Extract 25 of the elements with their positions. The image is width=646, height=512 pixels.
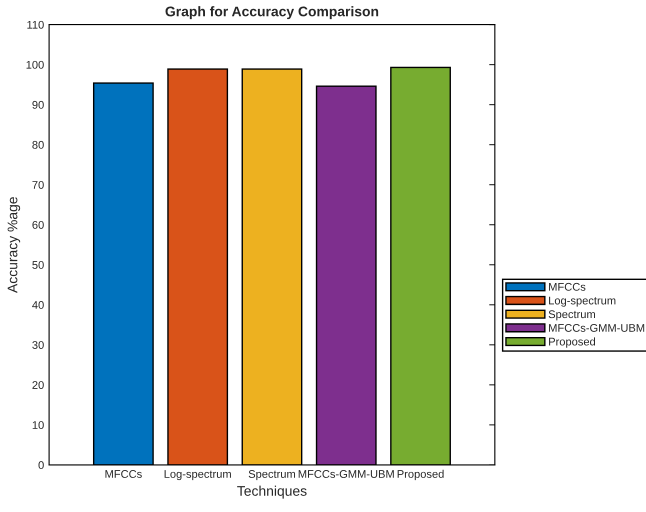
- y-tick-label: 20: [32, 381, 44, 389]
- x-axis-title: Techniques: [237, 486, 307, 499]
- y-tick-label: 110: [27, 20, 44, 29]
- x-tick-label: MFCCs-GMM-UBM: [298, 470, 394, 478]
- legend-label: Spectrum: [548, 310, 595, 320]
- x-tick-label: Spectrum: [248, 470, 296, 480]
- legend-label: Log-spectrum: [549, 296, 616, 307]
- legend-label: MFCCs: [549, 282, 586, 291]
- chart-title: Graph for Accuracy Comparison: [166, 6, 378, 20]
- y-axis-title: Accuracy %age: [8, 197, 20, 293]
- y-tick-label: 0: [38, 461, 44, 470]
- x-tick-label: Proposed: [398, 470, 444, 480]
- y-tick-label: 60: [32, 220, 44, 229]
- legend-label: Proposed: [549, 337, 596, 348]
- y-tick-label: 70: [32, 180, 44, 189]
- y-tick-label: 80: [32, 140, 44, 149]
- y-tick-label: 10: [32, 421, 44, 429]
- legend-label: MFCCs-GMM-UBM: [549, 324, 644, 332]
- x-tick-label: Log-spectrum: [164, 470, 231, 480]
- y-tick-label: 30: [32, 341, 44, 349]
- y-tick-label: 50: [32, 261, 44, 269]
- x-tick-label: MFCCs: [105, 470, 142, 478]
- y-tick-label: 100: [26, 60, 44, 69]
- y-tick-label: 90: [32, 100, 44, 109]
- y-tick-label: 40: [32, 301, 44, 309]
